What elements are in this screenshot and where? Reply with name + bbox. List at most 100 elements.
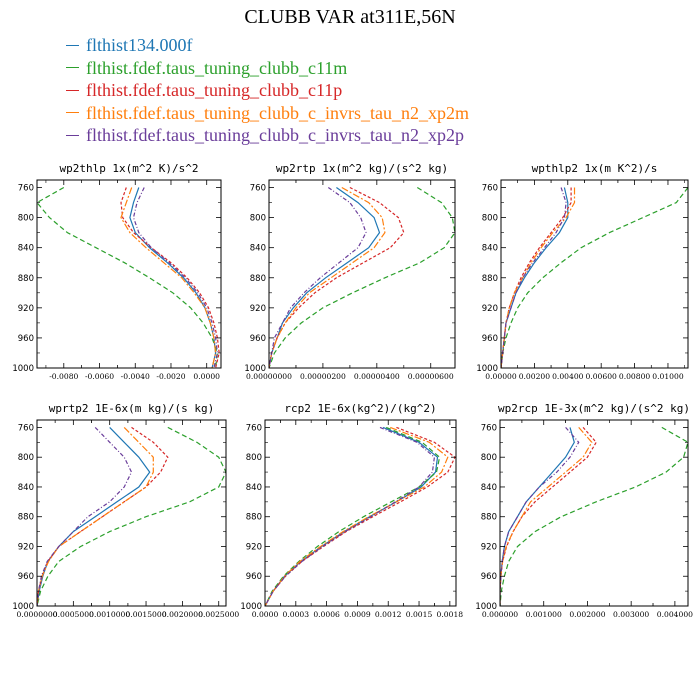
x-tick-label: 0.00200	[519, 372, 551, 381]
x-tick-label: 0.0009	[344, 610, 371, 619]
legend: flthist134.000f flthist.fdef.taus_tuning_…	[66, 34, 469, 147]
y-tick-label: 1000	[240, 602, 262, 612]
y-tick-label: 920	[481, 542, 497, 552]
x-tick-label: 0.0000	[252, 610, 279, 619]
chart-panel: wprtp2 1E-6x(m kg)/(s kg) 760 800 840 880 920…	[12, 402, 239, 619]
y-tick-label: 1000	[12, 602, 34, 612]
y-tick-label: 840	[250, 244, 266, 254]
y-tick-label: 960	[250, 334, 266, 344]
y-tick-label: 960	[482, 334, 498, 344]
series-line	[500, 427, 575, 606]
series-line	[132, 187, 219, 368]
series-group	[265, 426, 456, 606]
legend-label: flthist134.000f	[86, 35, 193, 55]
series-line	[501, 187, 688, 368]
x-tick-label: 0.00000600	[408, 372, 454, 381]
x-tick-label: 0.0006	[313, 610, 340, 619]
x-tick-label: 0.0012	[375, 610, 402, 619]
chart-panel: wpthlp2 1x(m K^2)/s 760 800 840 880 920 960 100…	[476, 162, 689, 381]
y-tick-label: 840	[18, 483, 34, 493]
y-tick-label: 960	[246, 572, 262, 582]
panel-title: wpthlp2 1x(m K^2)/s	[532, 162, 658, 175]
y-tick-label: 960	[18, 334, 34, 344]
series-line	[265, 426, 441, 606]
series-line	[501, 187, 569, 368]
plot-frame	[36, 179, 222, 369]
series-line	[37, 426, 226, 606]
x-tick-label: 0.0003	[283, 610, 310, 619]
series-line	[269, 186, 405, 368]
legend-item: flthist.fdef.taus_tuning_clubb_c11m	[66, 57, 469, 80]
x-tick-label: 0.001000	[526, 610, 562, 619]
legend-label: flthist.fdef.taus_tuning_clubb_c_invrs_t…	[86, 102, 469, 123]
x-tick-label: 0.0000000	[16, 610, 57, 619]
y-tick-label: 920	[18, 542, 34, 552]
x-tick-label: 0.0020000	[162, 610, 203, 619]
panel-title: wp2thlp 1x(m^2 K)/s^2	[59, 162, 198, 175]
legend-label: flthist.fdef.taus_tuning_clubb_c11m	[86, 57, 348, 78]
y-tick-label: 960	[481, 572, 497, 582]
panel-title: rcp2 1E-6x(kg^2)/(kg^2)	[284, 402, 436, 415]
series-line	[269, 186, 386, 368]
y-tick-label: 880	[482, 274, 498, 284]
y-tick-label: 800	[246, 453, 262, 463]
series-line	[501, 187, 567, 368]
y-tick-label: 800	[482, 214, 498, 224]
x-tick-label: -0.0020	[156, 372, 185, 381]
x-tick-label: 0.00800	[619, 372, 651, 381]
series-line	[269, 187, 367, 368]
legend-swatch	[66, 134, 79, 136]
y-tick-label: 840	[482, 244, 498, 254]
series-group	[37, 186, 220, 368]
figure-title: CLUBB VAR at311E,56N	[244, 6, 456, 28]
plot-frame	[268, 179, 456, 369]
series-line	[269, 186, 455, 368]
y-tick-label: 920	[482, 304, 498, 314]
x-tick-label: 0.00600	[585, 372, 617, 381]
y-tick-label: 760	[481, 423, 497, 433]
legend-item: flthist.fdef.taus_tuning_clubb_c11p	[66, 79, 469, 102]
series-line	[120, 187, 220, 368]
y-tick-label: 760	[250, 184, 266, 194]
legend-label: flthist.fdef.taus_tuning_clubb_c11p	[86, 80, 343, 100]
series-line	[265, 426, 456, 606]
chart-panel: rcp2 1E-6x(kg^2)/(kg^2) 760 800 840 880 920 96…	[240, 402, 463, 619]
series-line	[500, 427, 580, 606]
x-tick-label: 0.0015000	[125, 610, 166, 619]
y-tick-label: 880	[481, 513, 497, 523]
series-line	[501, 187, 572, 368]
y-tick-label: 880	[250, 274, 266, 284]
x-tick-label: 0.0010000	[89, 610, 130, 619]
legend-swatch	[66, 67, 79, 69]
y-tick-label: 880	[18, 274, 34, 284]
x-tick-label: 0.0025000	[198, 610, 239, 619]
plot-frame	[36, 419, 227, 607]
y-tick-label: 800	[250, 214, 266, 224]
x-tick-label: 0.0005000	[53, 610, 94, 619]
x-tick-label: 0.00000	[485, 372, 517, 381]
x-tick-label: 0.01000	[652, 372, 684, 381]
y-tick-label: 920	[18, 304, 34, 314]
series-line	[37, 426, 151, 606]
x-tick-label: 0.00000400	[354, 372, 400, 381]
panel-title: wp2rcp 1E-3x(m^2 kg)/(s^2 kg)	[498, 402, 690, 415]
x-tick-label: -0.0060	[85, 372, 114, 381]
plot-frame	[499, 419, 689, 607]
x-tick-label: -0.0080	[49, 372, 78, 381]
y-tick-label: 760	[246, 423, 262, 433]
plot-frame	[500, 179, 689, 369]
series-line	[265, 426, 439, 606]
series-line	[129, 187, 217, 368]
x-tick-label: 0.002000	[569, 610, 605, 619]
y-tick-label: 840	[246, 483, 262, 493]
series-line	[265, 426, 436, 606]
y-tick-label: 1000	[475, 602, 497, 612]
y-tick-label: 1000	[476, 364, 498, 374]
series-line	[37, 426, 169, 606]
y-tick-label: 800	[18, 453, 34, 463]
series-group	[501, 187, 688, 368]
y-tick-label: 880	[18, 513, 34, 523]
x-tick-label: 0.0015	[406, 610, 433, 619]
series-line	[500, 427, 593, 606]
